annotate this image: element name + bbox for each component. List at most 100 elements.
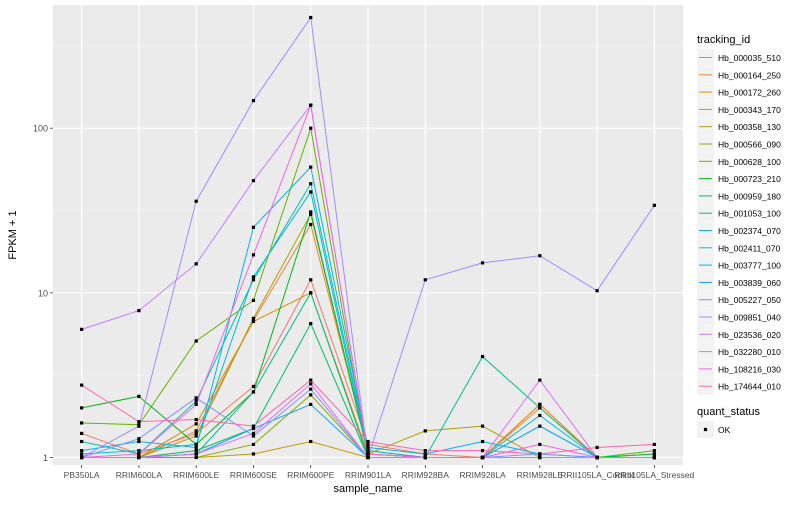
x-tick-label: PB350LA [64,470,100,480]
data-point [80,431,84,436]
data-point [480,449,485,453]
y-tick-label: 10 [38,288,48,298]
legend-shape-entries: OK [697,421,731,438]
data-point [652,442,656,447]
y-axis-label: FPKM + 1 [7,210,19,259]
data-point [309,103,313,107]
data-point [309,165,313,169]
legend-label: Hb_000628_100 [718,157,781,167]
data-point [366,452,370,456]
data-point [194,434,198,438]
x-tick-label: RRIM600LE [173,470,220,480]
data-point [309,378,313,382]
data-point [538,406,542,410]
data-point [652,452,656,456]
legend-shape-label: OK [718,425,731,435]
x-tick-label: RRII105LA_Stressed [614,470,694,480]
y-tick-label: 1 [43,453,48,463]
data-point [251,384,256,389]
data-point [309,402,313,407]
data-point [309,15,313,20]
x-tick-label: RRIM901LA [345,470,392,480]
series-points [80,15,656,460]
data-point [309,126,313,130]
data-point [251,434,256,438]
data-point [80,421,84,425]
data-point [595,455,599,460]
data-point [80,452,84,456]
data-point [137,452,141,456]
data-point [309,278,313,282]
data-point [137,455,141,460]
data-point [251,298,256,302]
data-point [194,445,198,450]
data-point [309,439,313,444]
data-point [194,455,198,460]
data-point [194,396,198,400]
data-point [595,289,599,293]
data-point [137,439,141,444]
legend-shape-point [703,427,708,432]
data-point [194,199,198,203]
legend-label: Hb_000343_170 [718,105,781,115]
x-tick-label: RRIM928LA [459,470,506,480]
data-point [309,393,313,397]
data-point [423,452,427,456]
legend-label: Hb_002411_070 [718,243,781,253]
data-point [194,431,198,436]
legend-label: Hb_000164_250 [718,70,781,80]
data-point [194,422,198,426]
x-tick-label: RRIM600LA [116,470,163,480]
data-point [309,322,313,326]
legend-label: Hb_001053_100 [718,209,781,219]
data-point [80,439,84,444]
data-point [423,278,427,282]
legend-shape-title: quant_status [697,406,760,418]
data-point [480,424,485,428]
legend-label: Hb_000035_510 [718,53,781,63]
data-point [538,402,542,407]
data-point [538,455,542,460]
data-point [480,439,485,444]
data-point [80,327,84,331]
data-point [538,424,542,428]
legend-label: Hb_000959_180 [718,191,781,201]
data-point [137,449,141,453]
data-point [309,210,313,214]
data-point [194,399,198,403]
data-point [251,316,256,320]
data-point [251,442,256,447]
data-point [652,455,656,460]
data-point [423,449,427,453]
data-point [251,424,256,428]
data-point [480,261,485,265]
data-point [366,449,370,453]
legend-label: Hb_000723_210 [718,174,781,184]
data-point [251,278,256,282]
data-point [652,203,656,207]
data-point [194,452,198,456]
x-tick-label: RRIM928BA [402,470,450,480]
legend-label: Hb_174644_010 [718,382,781,392]
data-point [251,275,256,279]
legend: tracking_id Hb_000035_510Hb_000164_250Hb… [697,34,781,438]
data-point [423,429,427,433]
data-point [251,179,256,183]
data-point [538,413,542,418]
data-point [194,417,198,422]
data-point [137,394,141,398]
data-point [595,445,599,450]
data-point [538,254,542,258]
data-point [251,319,256,324]
legend-label: Hb_003777_100 [718,261,781,271]
data-point [194,262,198,266]
data-point [251,390,256,394]
data-point [251,426,256,431]
data-point [309,291,313,295]
legend-label: Hb_005227_050 [718,295,781,305]
x-tick-label: RRII105LA_Control [560,470,634,480]
data-point [366,445,370,450]
data-point [137,420,141,424]
data-point [251,452,256,456]
